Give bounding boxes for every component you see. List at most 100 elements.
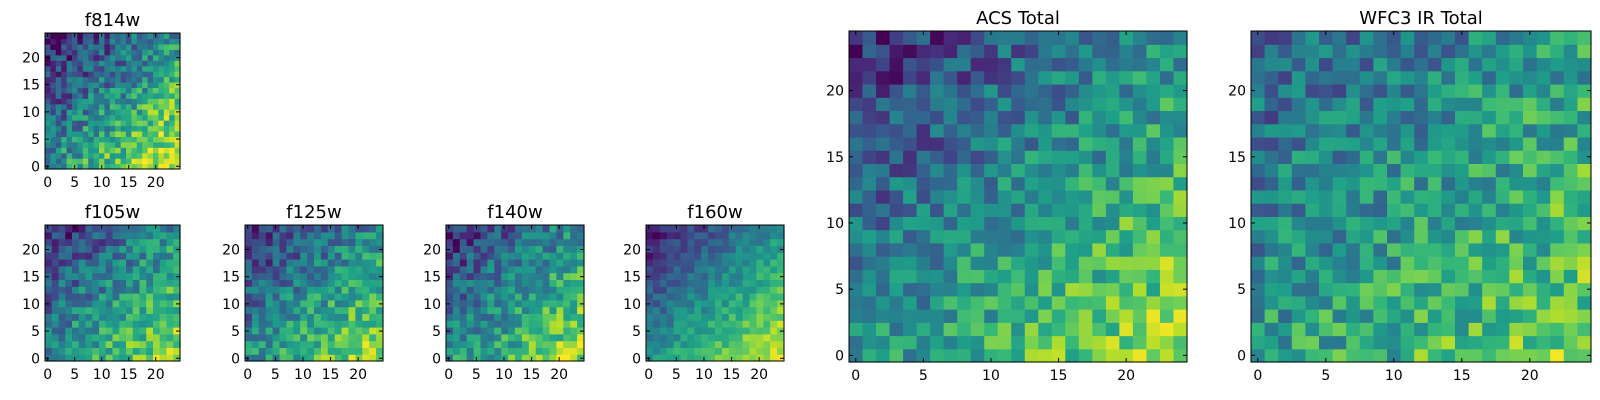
heatmap-cell	[452, 252, 461, 260]
heatmap-cell	[777, 225, 785, 233]
heatmap-cell	[334, 293, 343, 301]
heatmap-cell	[1550, 189, 1565, 204]
heatmap-cell	[916, 136, 931, 151]
heatmap-cell	[1251, 309, 1266, 323]
heatmap-cell	[1427, 70, 1442, 85]
heatmap-cell	[1105, 31, 1120, 45]
heatmap-cell	[1319, 150, 1334, 164]
heatmap-cell	[508, 333, 516, 342]
heatmap-cell	[1359, 282, 1374, 297]
heatmap-cell	[279, 252, 287, 260]
heatmap-cell	[146, 272, 154, 280]
heatmap-cell	[1291, 31, 1306, 45]
heatmap-cell	[1159, 282, 1175, 297]
heatmap-cell	[849, 97, 864, 112]
heatmap-cell	[158, 103, 165, 110]
heatmap-cell	[542, 299, 551, 308]
heatmap-cell	[132, 354, 141, 362]
heatmap-cell	[1509, 282, 1524, 297]
heatmap-cell	[535, 286, 544, 294]
heatmap-cell	[120, 163, 127, 170]
heatmap-cell	[687, 245, 695, 253]
heatmap-cell	[1400, 110, 1415, 125]
heatmap-cell	[943, 83, 958, 98]
heatmap-cell	[61, 163, 68, 170]
heatmap-cell	[355, 259, 363, 267]
heatmap-cell	[1536, 110, 1551, 125]
heatmap-cell	[694, 252, 702, 260]
heatmap-cell	[132, 279, 141, 287]
heatmap-cell	[265, 347, 274, 355]
heatmap-cell	[174, 114, 181, 121]
heatmap-cell	[1400, 229, 1415, 244]
heatmap-cell	[126, 49, 132, 56]
heatmap-cell	[1536, 256, 1551, 270]
heatmap-cell	[556, 231, 564, 240]
heatmap-cell	[1373, 189, 1388, 204]
heatmap-cell	[78, 313, 87, 321]
heatmap-cell	[889, 57, 904, 72]
heatmap-cell	[112, 225, 120, 233]
heatmap-cell	[708, 238, 716, 246]
heatmap-cell	[916, 216, 931, 231]
heatmap-cell	[153, 103, 159, 110]
heatmap-cell	[916, 269, 931, 284]
heatmap-cell	[957, 322, 972, 337]
heatmap-cell	[307, 347, 315, 355]
heatmap-cell	[355, 320, 363, 328]
heatmap-cell	[126, 320, 134, 328]
heatmap-cell	[82, 109, 89, 116]
heatmap-cell	[334, 252, 343, 260]
heatmap-cell	[1291, 282, 1306, 297]
axes-frame	[244, 224, 384, 362]
heatmap-cell	[1051, 110, 1066, 125]
heatmap-cell	[131, 103, 138, 110]
heatmap-cell	[763, 306, 771, 314]
heatmap-cell	[1251, 256, 1266, 270]
heatmap-cell	[1038, 203, 1053, 217]
heatmap-cell	[666, 259, 675, 267]
heatmap-cell	[341, 225, 350, 233]
heatmap-cell	[680, 245, 688, 253]
heatmap-cell	[680, 354, 688, 362]
heatmap-cell	[126, 245, 134, 253]
heatmap-cell	[708, 265, 716, 274]
heatmap-cell	[480, 279, 488, 287]
heatmap-cell	[272, 354, 281, 362]
heatmap-cell	[756, 272, 764, 280]
heatmap-cell	[159, 347, 168, 355]
heatmap-cell	[708, 347, 716, 355]
heatmap-cell	[1024, 256, 1039, 270]
heatmap-cell	[307, 272, 315, 280]
heatmap-cell	[652, 238, 661, 246]
heatmap-cell	[1427, 216, 1442, 231]
heatmap-cell	[1495, 110, 1510, 125]
heatmap-cell	[652, 340, 661, 348]
heatmap-cell	[88, 120, 95, 127]
heatmap-cell	[132, 313, 141, 321]
heatmap-cell	[1455, 335, 1470, 350]
heatmap-cell	[45, 158, 51, 165]
heatmap-cell	[320, 293, 329, 301]
heatmap-cell	[1455, 242, 1470, 257]
heatmap-cell	[126, 354, 134, 362]
heatmap-cell	[889, 70, 904, 85]
heatmap-cell	[721, 327, 730, 335]
heatmap-cell	[930, 123, 945, 138]
heatmap-cell	[501, 313, 509, 321]
heatmap-cell	[1065, 83, 1080, 98]
heatmap-cell	[1359, 189, 1374, 204]
heatmap-cell	[687, 265, 695, 274]
heatmap-cell	[1577, 216, 1592, 231]
heatmap-cell	[1038, 163, 1053, 178]
heatmap-cell	[916, 150, 931, 164]
heatmap-cell	[142, 65, 149, 72]
heatmap-cell	[348, 252, 356, 260]
heatmap-cell	[1305, 335, 1320, 350]
heatmap-cell	[85, 238, 93, 246]
heatmap-cell	[763, 225, 771, 233]
heatmap-cell	[72, 259, 80, 267]
heatmap-cell	[66, 141, 73, 148]
heatmap-cell	[1024, 203, 1039, 217]
heatmap-cell	[88, 81, 95, 88]
